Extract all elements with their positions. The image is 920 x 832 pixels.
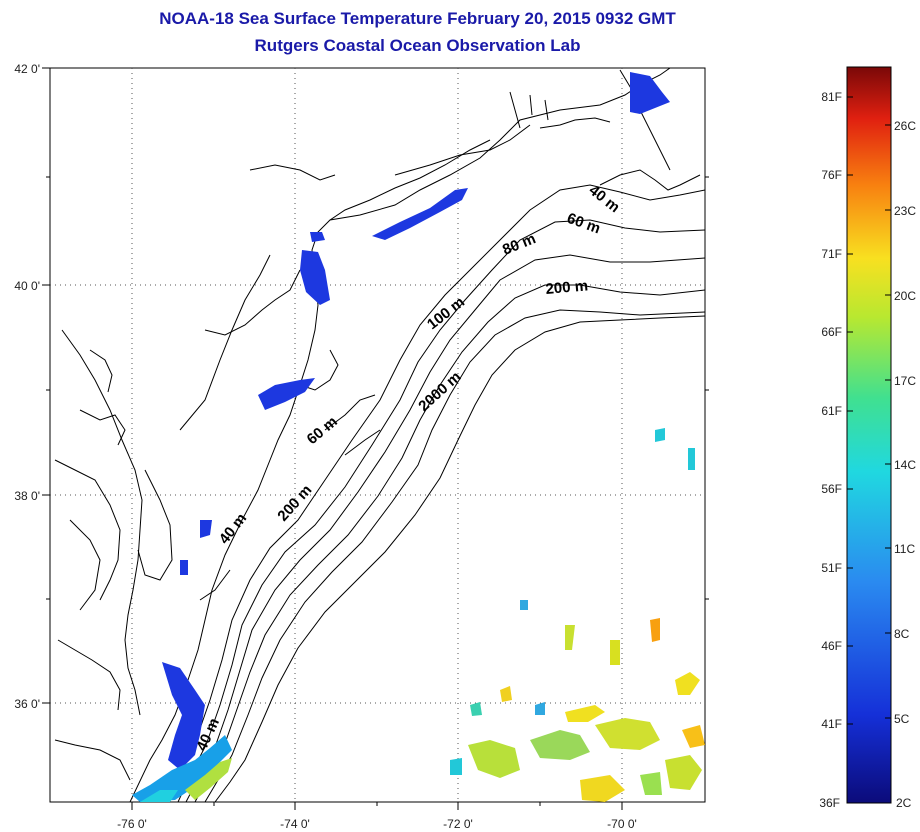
colorbar-c-label: 2C (896, 796, 912, 810)
lon-tick-label: -72 0' (443, 817, 473, 831)
colorbar-c-label: 23C (894, 204, 916, 218)
colorbar-f-label: 41F (821, 717, 842, 731)
lat-tick-label: 38 0' (14, 489, 40, 503)
colorbar-c-label: 8C (894, 627, 910, 641)
colorbar-celsius-labels: 26C 23C 20C 17C 14C 11C 8C 5C 2C (894, 119, 916, 810)
lat-tick-label: 40 0' (14, 279, 40, 293)
plot-frame (49, 67, 706, 803)
map-title: NOAA-18 Sea Surface Temperature February… (159, 9, 676, 28)
lon-tick-label: -74 0' (280, 817, 310, 831)
colorbar-fahrenheit-labels: 81F 76F 71F 66F 61F 56F 51F 46F 41F 36F (819, 90, 842, 810)
colorbar-scale (846, 66, 892, 804)
lat-axis: 42 0' 40 0' 38 0' 36 0' (14, 62, 40, 711)
colorbar-f-label: 66F (821, 325, 842, 339)
colorbar: 81F 76F 71F 66F 61F 56F 51F 46F 41F 36F … (819, 66, 916, 810)
colorbar-f-label: 51F (821, 561, 842, 575)
sst-offshore (450, 428, 705, 802)
isobaths (167, 184, 705, 802)
frame-ticks (42, 67, 709, 810)
lon-tick-label: -76 0' (117, 817, 147, 831)
lon-tick-label: -70 0' (607, 817, 637, 831)
colorbar-c-label: 5C (894, 712, 910, 726)
colorbar-f-label: 56F (821, 482, 842, 496)
lat-tick-label: 42 0' (14, 62, 40, 76)
colorbar-f-label: 71F (821, 247, 842, 261)
contour-label: 200 m (545, 277, 589, 298)
colorbar-ticks (847, 96, 891, 725)
colorbar-c-label: 20C (894, 289, 916, 303)
colorbar-c-label: 11C (894, 542, 915, 556)
colorbar-c-label: 26C (894, 119, 916, 133)
graticule (50, 68, 705, 802)
colorbar-c-label: 17C (894, 374, 916, 388)
colorbar-f-label: 76F (821, 168, 842, 182)
colorbar-c-label: 14C (894, 458, 916, 472)
sst-data (132, 72, 670, 802)
lat-tick-label: 36 0' (14, 697, 40, 711)
lon-axis: -76 0' -74 0' -72 0' -70 0' (117, 817, 637, 831)
colorbar-f-label: 46F (821, 639, 842, 653)
colorbar-f-label: 81F (821, 90, 842, 104)
map-subtitle: Rutgers Coastal Ocean Observation Lab (254, 36, 581, 55)
colorbar-f-label: 36F (819, 796, 840, 810)
colorbar-f-label: 61F (821, 404, 842, 418)
